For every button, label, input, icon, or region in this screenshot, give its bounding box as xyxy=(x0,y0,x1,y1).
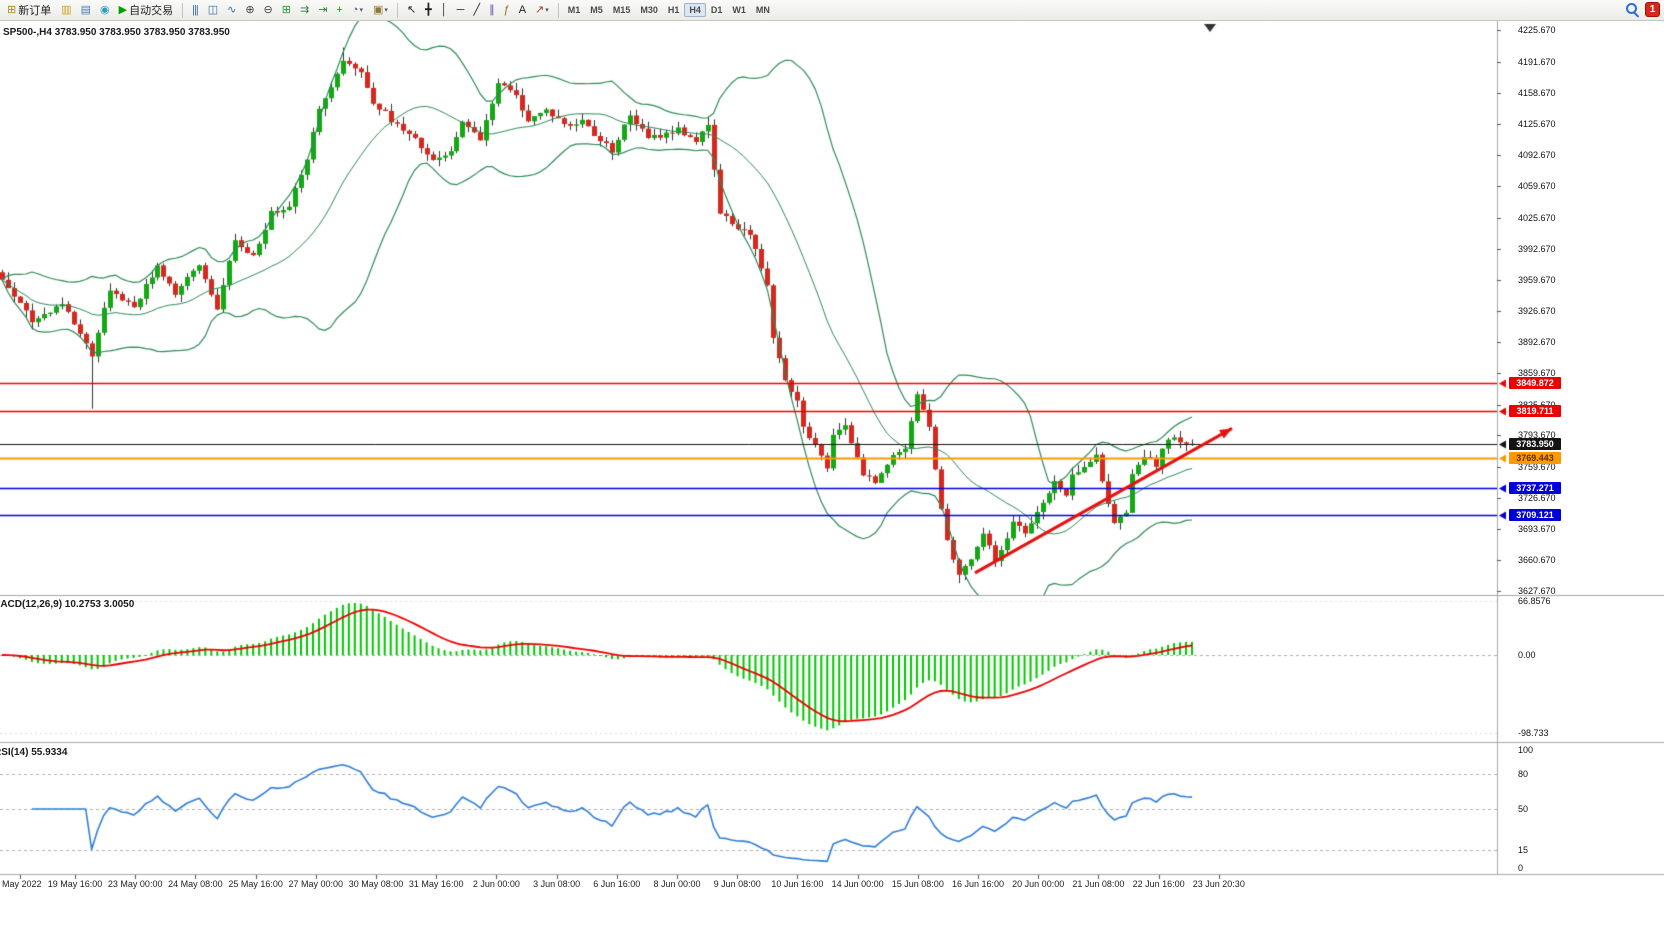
timeframe-d1-button[interactable]: D1 xyxy=(710,5,723,15)
search-icon[interactable] xyxy=(1625,2,1640,18)
tile-windows-button[interactable]: ⊞ xyxy=(278,0,294,20)
toolbar-right: 1 xyxy=(1625,2,1660,18)
community-button[interactable]: ◉ xyxy=(96,0,113,20)
main-toolbar: ⊞ 新订单 ▥ ▤ ◉ ▶ 自动交易 ||| ◫ ∿ ⊕ ⊖ ⊞ ⇉ ⇥ + ◔ ▾ ▣ ▾ ↖ ╋ │ ─ ╱ ∥ ƒ A ↗ ▾ M1 M… xyxy=(0,0,1664,21)
mql-community-icon: ◉ xyxy=(100,3,110,16)
new-order-button[interactable]: ⊞ 新订单 xyxy=(3,0,55,20)
horizontal-line-tool-button[interactable]: ─ xyxy=(453,0,468,20)
text-tool-button[interactable]: A xyxy=(515,0,529,20)
chart-shift-icon: ⇥ xyxy=(318,3,327,16)
line-chart-type-button[interactable]: ∿ xyxy=(223,0,239,20)
toolbar-separator xyxy=(182,2,184,18)
timeframe-h4-button[interactable]: H4 xyxy=(684,3,706,17)
text-icon: A xyxy=(518,3,526,16)
timeframe-h1-button[interactable]: H1 xyxy=(667,5,680,15)
indicators-icon: + xyxy=(336,3,343,16)
chevron-down-icon: ▾ xyxy=(384,7,388,14)
horizontal-line-icon: ─ xyxy=(456,3,465,16)
channel-tool-button[interactable]: ∥ xyxy=(485,0,498,20)
zoom-out-button[interactable]: ⊖ xyxy=(260,0,276,20)
bar-chart-type-button[interactable]: ||| xyxy=(188,0,202,20)
autotrading-button-label: 自动交易 xyxy=(129,5,174,17)
fibonacci-icon: ƒ xyxy=(503,3,510,16)
vertical-line-icon: │ xyxy=(440,3,448,16)
timeframe-m30-button[interactable]: M30 xyxy=(640,5,658,15)
periods-button[interactable]: ◔ ▾ xyxy=(348,0,367,20)
timeframe-m1-button[interactable]: M1 xyxy=(567,5,581,15)
profiles-button[interactable]: ▤ xyxy=(77,0,94,20)
trendline-tool-button[interactable]: ╱ xyxy=(469,0,483,20)
tile-windows-icon: ⊞ xyxy=(281,3,291,16)
timeframe-m5-button[interactable]: M5 xyxy=(590,5,603,15)
notification-badge[interactable]: 1 xyxy=(1645,2,1660,17)
price-chart-canvas[interactable] xyxy=(0,21,1664,945)
vertical-line-tool-button[interactable]: │ xyxy=(437,0,451,20)
channel-icon: ∥ xyxy=(489,3,494,16)
trendline-icon: ╱ xyxy=(473,3,480,16)
auto-scroll-icon: ⇉ xyxy=(299,3,309,16)
chevron-down-icon: ▾ xyxy=(359,7,364,14)
zoom-in-button[interactable]: ⊕ xyxy=(241,0,257,20)
fibonacci-tool-button[interactable]: ƒ xyxy=(500,0,513,20)
arrows-tool-button[interactable]: ↗ ▾ xyxy=(531,0,553,20)
chart-panel: SP500-,H4 3783.950 3783.950 3783.950 378… xyxy=(0,21,1664,945)
templates-button[interactable]: ▣ ▾ xyxy=(369,0,392,20)
new-chart-button[interactable]: ▥ xyxy=(57,0,74,20)
autotrading-play-icon: ▶ xyxy=(118,3,128,16)
crosshair-icon: ╋ xyxy=(425,3,432,16)
chart-shift-button[interactable]: ⇥ xyxy=(314,0,330,20)
zoom-out-icon: ⊖ xyxy=(263,3,273,16)
autotrading-button[interactable]: ▶ 自动交易 xyxy=(115,0,177,20)
toolbar-separator xyxy=(396,2,398,18)
chevron-down-icon: ▾ xyxy=(545,7,549,14)
indicators-button[interactable]: + xyxy=(332,0,345,20)
magnifier-handle xyxy=(1633,12,1640,18)
line-chart-icon: ∿ xyxy=(227,3,236,16)
timeframe-m15-button[interactable]: M15 xyxy=(612,5,631,15)
crosshair-tool-button[interactable]: ╋ xyxy=(421,0,435,20)
timeframe-mn-button[interactable]: MN xyxy=(755,5,770,15)
zoom-in-icon: ⊕ xyxy=(245,3,254,16)
profiles-icon: ▤ xyxy=(80,3,91,16)
magnifier-glass xyxy=(1626,3,1637,14)
candlestick-icon: ◫ xyxy=(207,3,218,16)
templates-icon: ▣ xyxy=(373,3,383,16)
timeframe-w1-button[interactable]: W1 xyxy=(732,5,746,15)
periods-clock-icon: ◔ xyxy=(351,3,359,16)
bar-chart-icon: ||| xyxy=(192,3,199,16)
new-chart-icon: ▥ xyxy=(61,3,71,16)
arrow-tool-icon: ↗ xyxy=(535,3,544,16)
auto-scroll-button[interactable]: ⇉ xyxy=(296,0,312,20)
new-order-icon: ⊞ xyxy=(7,3,16,16)
cursor-tool-button[interactable]: ↖ xyxy=(403,0,419,20)
toolbar-buttons: ⊞ 新订单 ▥ ▤ ◉ ▶ 自动交易 ||| ◫ ∿ ⊕ ⊖ ⊞ ⇉ ⇥ + ◔ ▾ ▣ ▾ ↖ ╋ │ ─ ╱ ∥ ƒ A ↗ ▾ M1 M… xyxy=(2,0,775,20)
cursor-icon: ↖ xyxy=(406,3,416,16)
toolbar-separator xyxy=(557,2,559,18)
candlestick-type-button[interactable]: ◫ xyxy=(204,0,221,20)
new-order-button-label: 新订单 xyxy=(18,5,52,17)
